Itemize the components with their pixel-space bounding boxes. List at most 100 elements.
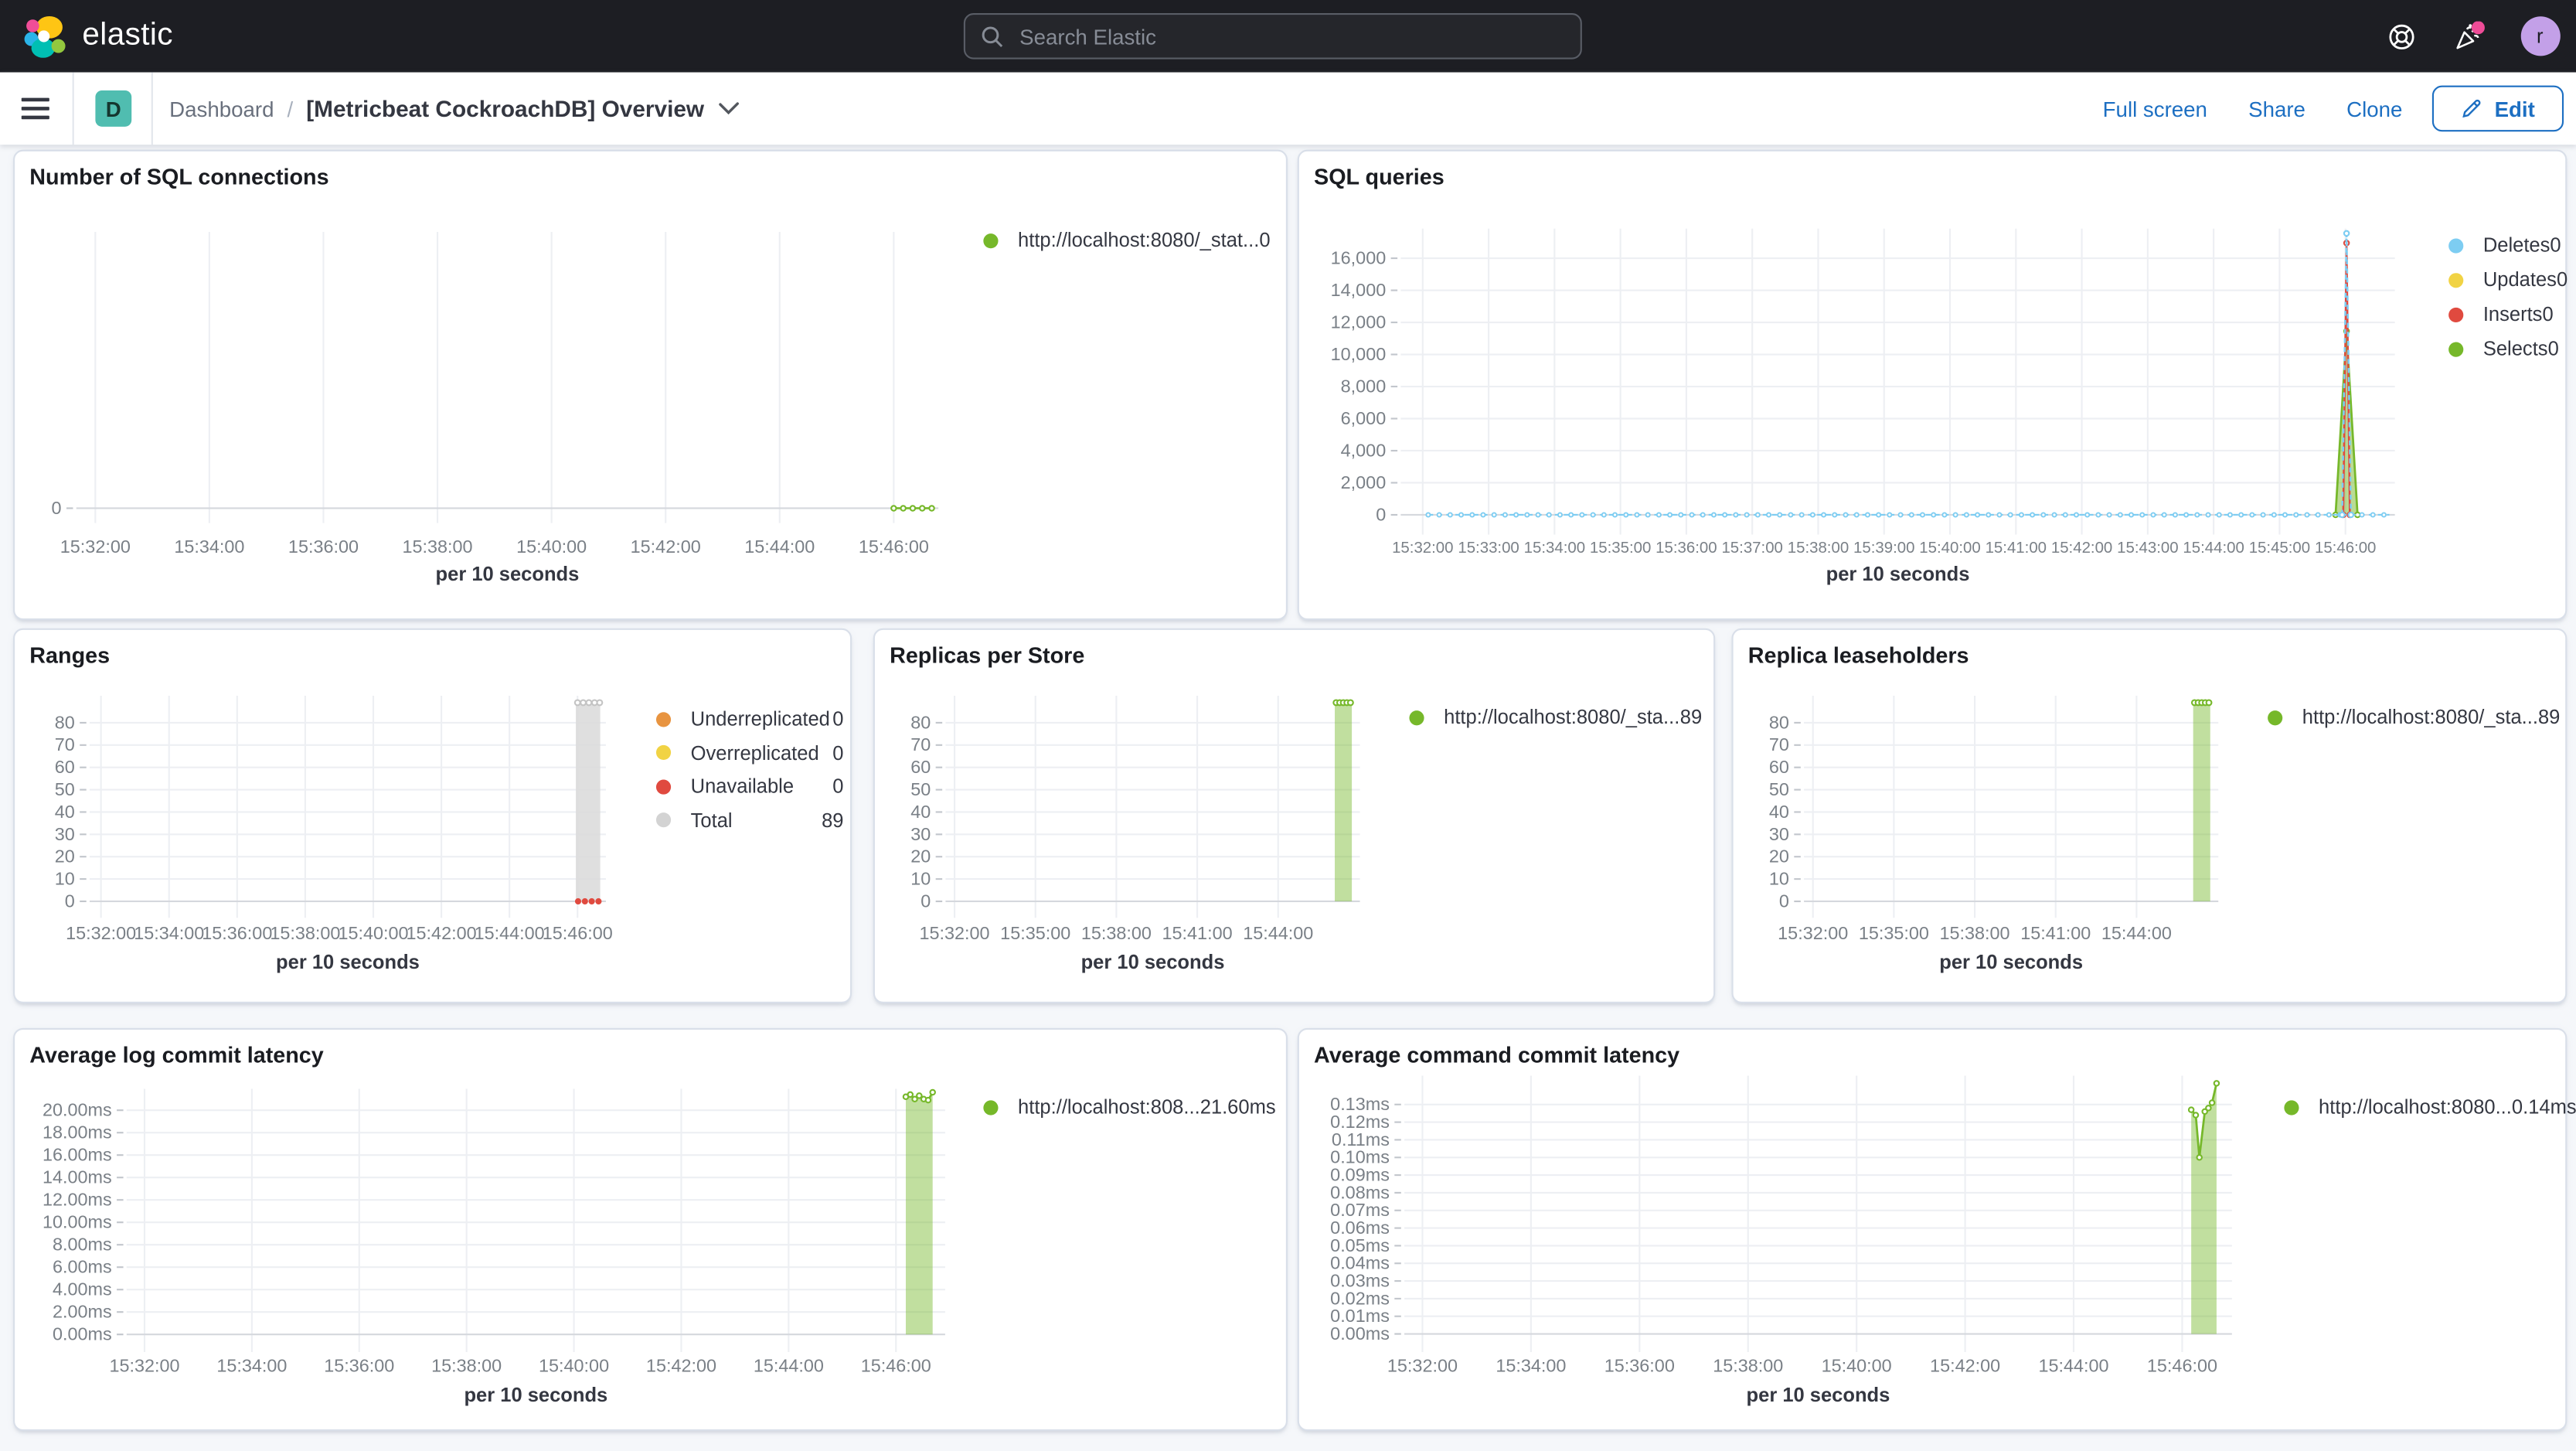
chart-replicas-per-store[interactable]: 15:32:00 15:35:00 15:38:00 15:41:00 15:44:00… xyxy=(875,630,1713,1002)
panel-title[interactable]: Replica leaseholders xyxy=(1747,642,1969,668)
y-tick-label: 0.08ms xyxy=(1330,1182,1390,1202)
x-tick-label: 15:46:00 xyxy=(2315,540,2376,557)
y-tick-label: 18.00ms xyxy=(43,1122,112,1143)
full-screen-button[interactable]: Full screen xyxy=(2102,96,2207,121)
y-tick-label: 2.00ms xyxy=(53,1302,112,1322)
edit-button[interactable]: Edit xyxy=(2431,85,2564,132)
y-tick-label: 0.07ms xyxy=(1330,1200,1390,1220)
legend-item-ranges-1[interactable]: Overreplicated 0 xyxy=(655,739,844,765)
x-axis-title: per 10 seconds xyxy=(276,952,420,973)
clone-button[interactable]: Clone xyxy=(2346,96,2403,121)
y-tick-label: 80 xyxy=(1769,712,1789,732)
legend-item-ranges-2[interactable]: Unavailable 0 xyxy=(655,773,844,799)
newsfeed-button[interactable] xyxy=(2451,20,2484,52)
y-tick-label: 4,000 xyxy=(1341,440,1387,460)
panel-ranges: Ranges 15:32:00 15:34:00 15:36:00 15:38:00 1… xyxy=(13,628,852,1003)
hamburger-icon xyxy=(21,97,51,121)
y-tick-label: 10 xyxy=(1769,869,1789,889)
y-tick-label: 0.06ms xyxy=(1330,1218,1390,1238)
space-badge[interactable]: D xyxy=(95,90,132,127)
x-tick-label: 15:38:00 xyxy=(1940,923,2010,943)
x-tick-label: 15:42:00 xyxy=(646,1356,716,1376)
x-tick-label: 15:44:00 xyxy=(754,1356,824,1376)
legend-item-sql-connections-0[interactable]: http://localhost:8080/_stat... 0 xyxy=(983,227,1271,254)
divider xyxy=(72,72,74,145)
y-tick-label: 0.13ms xyxy=(1330,1094,1390,1114)
panel-title[interactable]: Average command commit latency xyxy=(1314,1042,1680,1068)
y-tick-label: 16.00ms xyxy=(43,1145,112,1165)
x-tick-label: 15:41:00 xyxy=(1986,540,2047,557)
x-tick-label: 15:44:00 xyxy=(1243,923,1313,943)
panel-title[interactable]: SQL queries xyxy=(1314,164,1445,189)
chart-sql-queries[interactable]: 15:32:00 15:33:00 15:34:00 15:35:00 15:36:00… xyxy=(1299,152,2565,618)
x-axis-title: per 10 seconds xyxy=(436,564,580,585)
bar-Replicas[interactable] xyxy=(1335,702,1353,901)
legend-item-ranges-3[interactable]: Total 89 xyxy=(655,807,844,833)
y-tick-label: 80 xyxy=(910,712,931,732)
x-axis-title: per 10 seconds xyxy=(1826,564,1970,585)
y-tick-label: 0.09ms xyxy=(1330,1165,1390,1185)
legend-item-ranges-0[interactable]: Underreplicated 0 xyxy=(655,706,844,732)
legend-item-avg-command-commit-latency-0[interactable]: http://localhost:8080... 0.14ms xyxy=(2284,1094,2576,1120)
panel-title[interactable]: Number of SQL connections xyxy=(29,164,329,189)
y-tick-label: 0 xyxy=(52,498,62,518)
user-avatar[interactable]: r xyxy=(2520,16,2560,56)
chart-replica-leaseholders[interactable]: 15:32:00 15:35:00 15:38:00 15:41:00 15:44:00… xyxy=(1734,630,2566,1002)
chart-avg-log-commit-latency[interactable]: 15:32:00 15:34:00 15:36:00 15:38:00 15:40:00… xyxy=(15,1030,1286,1429)
panel-sql-connections: Number of SQL connections 15:32:00 15:34:… xyxy=(13,149,1288,621)
bar-Leaseholders[interactable] xyxy=(2193,702,2210,901)
page-title[interactable]: [Metricbeat CockroachDB] Overview xyxy=(306,95,705,122)
legend-dot xyxy=(2448,306,2464,322)
y-tick-label: 60 xyxy=(55,757,75,777)
legend-item-sql-queries-0[interactable]: Deletes 0 xyxy=(2448,232,2561,258)
bar-Total[interactable] xyxy=(576,702,601,901)
panel-title[interactable]: Ranges xyxy=(29,642,111,668)
chart-avg-command-commit-latency[interactable]: 15:32:00 15:34:00 15:36:00 15:38:00 15:40:00… xyxy=(1299,1030,2565,1429)
legend-item-sql-queries-2[interactable]: Inserts 0 xyxy=(2448,301,2554,327)
legend-item-sql-queries-3[interactable]: Selects 0 xyxy=(2448,336,2559,362)
y-tick-label: 70 xyxy=(910,734,931,754)
legend-value: 0 xyxy=(2550,233,2561,257)
y-tick-label: 8.00ms xyxy=(53,1235,112,1255)
y-tick-label: 20 xyxy=(1769,846,1789,867)
legend-dot xyxy=(2448,341,2464,356)
elastic-logo-icon xyxy=(23,14,67,58)
x-tick-label: 15:32:00 xyxy=(60,536,131,557)
y-tick-label: 60 xyxy=(910,757,931,777)
chart-sql-connections[interactable]: 15:32:00 15:34:00 15:36:00 15:38:00 15:40:00… xyxy=(15,152,1286,618)
x-tick-label: 15:41:00 xyxy=(2020,923,2091,943)
global-search[interactable] xyxy=(963,13,1582,60)
panel-replicas-per-store: Replicas per Store 15:32:00 15:35:00 15:38… xyxy=(873,628,1716,1003)
legend-item-replicas-per-store-0[interactable]: http://localhost:8080/_sta... 89 xyxy=(1409,704,1702,731)
legend-item-avg-log-commit-latency-0[interactable]: http://localhost:808... 21.60ms xyxy=(983,1094,1276,1120)
share-button[interactable]: Share xyxy=(2248,96,2305,121)
menu-button[interactable] xyxy=(21,97,51,121)
y-tick-label: 30 xyxy=(55,824,75,844)
x-tick-label: 15:32:00 xyxy=(1392,540,1453,557)
y-tick-label: 0.00ms xyxy=(1330,1323,1390,1344)
legend-label: http://localhost:8080... xyxy=(2319,1095,2512,1119)
breadcrumb-separator: / xyxy=(287,96,294,121)
y-tick-label: 0.04ms xyxy=(1330,1253,1390,1273)
brand-text[interactable]: elastic xyxy=(82,18,173,53)
panel-title[interactable]: Replicas per Store xyxy=(890,642,1085,668)
legend-item-replica-leaseholders-0[interactable]: http://localhost:8080/_sta... 89 xyxy=(2268,704,2560,731)
x-tick-label: 15:46:00 xyxy=(2147,1356,2217,1376)
y-tick-label: 40 xyxy=(1769,802,1789,822)
chart-ranges[interactable]: 15:32:0015:34:0015:36:0015:38:0015:40:00… xyxy=(15,630,850,1002)
legend-label: Inserts xyxy=(2482,302,2543,326)
panel-title[interactable]: Average log commit latency xyxy=(29,1042,324,1068)
chevron-down-icon[interactable] xyxy=(717,99,740,119)
legend-value: 0 xyxy=(832,741,844,765)
legend-label: Total xyxy=(690,808,733,832)
breadcrumb-dashboard[interactable]: Dashboard xyxy=(169,96,274,121)
help-button[interactable] xyxy=(2387,22,2414,50)
search-input[interactable] xyxy=(1016,22,1566,50)
legend-value: 89 xyxy=(1679,705,1703,729)
legend-item-sql-queries-1[interactable]: Updates 0 xyxy=(2448,267,2567,293)
legend-dot xyxy=(655,711,672,727)
y-tick-label: 70 xyxy=(55,734,75,754)
panel-avg-log-commit-latency: Average log commit latency 15:32:00 15:34… xyxy=(13,1027,1288,1432)
x-tick-label: 15:40:00 xyxy=(338,923,408,943)
x-tick-label: 15:36:00 xyxy=(288,536,359,557)
